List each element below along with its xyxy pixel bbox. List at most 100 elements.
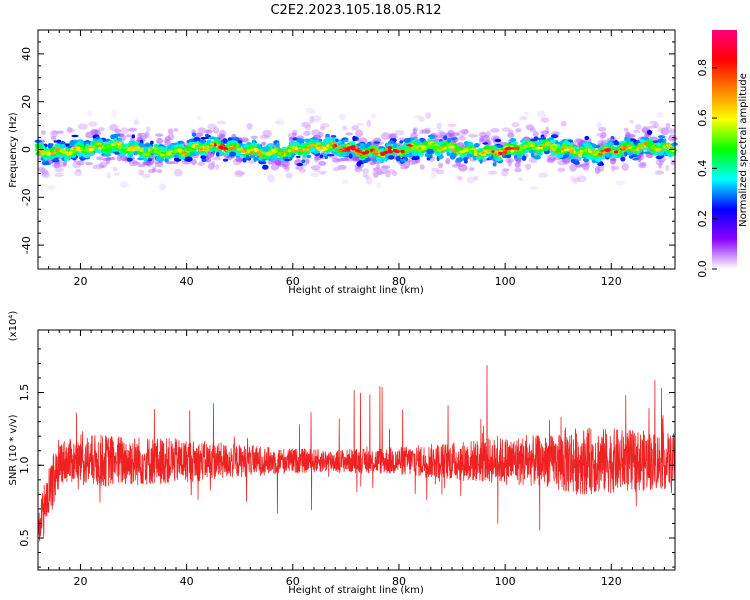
spectrogram-blob — [142, 161, 151, 166]
spectrogram-peak — [383, 151, 388, 155]
spectrogram-blob — [309, 115, 315, 124]
spectrogram-blob — [567, 146, 573, 149]
spectrogram-blob — [474, 152, 478, 156]
spectrogram-blob — [199, 139, 207, 144]
spectrogram-blob — [301, 121, 311, 128]
spectrogram-blob — [376, 182, 382, 189]
spectrogram-blob — [42, 159, 46, 163]
spectrogram-blob — [581, 162, 590, 170]
spectrogram-blob — [134, 146, 141, 151]
spectrogram-blob — [466, 153, 474, 157]
spectrogram-blob — [64, 156, 68, 162]
spectrogram-blob — [129, 140, 137, 146]
spectrogram-blob — [275, 119, 285, 126]
spectrogram-y-ticks: -40 -20 0 20 40 — [20, 29, 675, 270]
spectrogram-blob — [284, 158, 290, 162]
spectrogram-blob — [312, 139, 321, 143]
spectrogram-blob — [516, 146, 520, 151]
y-tick-label: 1.0 — [18, 457, 31, 475]
spectrogram-blob — [550, 134, 559, 139]
spectrogram-blob — [50, 143, 54, 147]
spectrogram-blob — [392, 143, 397, 148]
spectrogram-blob — [144, 144, 152, 147]
spectrogram-blob — [509, 137, 517, 143]
spectrogram-blob — [167, 128, 174, 135]
spectrogram-blob — [399, 140, 404, 144]
snr-x-label: Height of straight line (km) — [288, 585, 424, 596]
spectrogram-blob — [458, 164, 468, 172]
spectrogram-blob — [501, 170, 509, 177]
spectrogram-blob — [112, 166, 118, 172]
spectrogram-blob — [573, 178, 578, 185]
spectrogram-blob — [352, 135, 357, 142]
spectrogram-blob — [54, 172, 64, 178]
spectrogram-blob — [50, 154, 57, 157]
spectrogram-blob — [156, 169, 163, 174]
spectrogram-blob — [492, 162, 497, 167]
spectrogram-blob — [131, 148, 136, 152]
spectrogram-blob — [193, 132, 204, 137]
spectrogram-blob — [535, 146, 541, 150]
spectrogram-blob — [301, 159, 306, 164]
spectrogram-blob — [425, 153, 429, 158]
spectrogram-blob — [326, 154, 335, 157]
spectrogram-x-ticks: 20 40 60 80 100 120 — [37, 30, 676, 288]
spectrogram-blob — [288, 141, 295, 144]
y-tick-label: 0 — [20, 146, 33, 153]
spectrogram-blob — [306, 154, 312, 159]
spectrogram-blob — [343, 147, 346, 151]
spectrogram-blob — [569, 164, 577, 172]
spectrogram-blob — [54, 143, 62, 148]
spectrogram-blob — [511, 122, 520, 128]
spectrogram-blob — [620, 156, 626, 162]
spectrogram-x-label: Height of straight line (km) — [288, 285, 424, 296]
spectrogram-blob — [600, 156, 606, 160]
spectrogram-blob — [588, 150, 593, 153]
spectrogram-blob — [458, 136, 466, 141]
spectrogram-peak — [218, 145, 223, 149]
spectrogram-blob — [111, 109, 117, 118]
spectrogram-blob — [535, 142, 543, 145]
spectrogram-blob — [514, 161, 521, 168]
spectrogram-blob — [40, 149, 43, 153]
spectrogram-blob — [519, 115, 528, 121]
spectrogram-blob — [364, 144, 369, 149]
spectrogram-blob — [518, 177, 524, 181]
spectrogram-blob — [456, 142, 465, 148]
spectrogram-blob — [379, 141, 384, 145]
spectrogram-blob — [124, 147, 128, 151]
spectrogram-blob — [55, 147, 61, 151]
spectrogram-blob — [335, 138, 339, 143]
spectrogram-blob — [96, 156, 104, 161]
spectrogram-blob — [291, 132, 297, 137]
spectrogram-blob — [595, 157, 602, 163]
spectrogram-blob — [370, 155, 378, 158]
spectrogram-blob — [588, 144, 592, 149]
spectrogram-blob — [556, 154, 564, 159]
spectrogram-blob — [73, 147, 77, 150]
spectrogram-blob — [340, 152, 347, 158]
spectrogram-blob — [529, 185, 539, 190]
spectrogram-blob — [610, 164, 615, 172]
spectrogram-blob — [462, 152, 467, 157]
spectrogram-blob — [448, 145, 452, 149]
spectrogram-blob — [113, 141, 118, 145]
x-tick-label: 20 — [73, 575, 87, 588]
spectrogram-blob — [164, 135, 172, 142]
spectrogram-blob — [623, 127, 629, 132]
spectrogram-blob — [56, 130, 64, 134]
spectrogram-blob — [403, 160, 411, 169]
spectrogram-blob — [563, 148, 569, 152]
spectrogram-blob — [516, 154, 523, 159]
spectrogram-blob — [317, 170, 328, 174]
spectrogram-blob — [355, 122, 364, 127]
x-tick-label: 40 — [180, 575, 194, 588]
spectrogram-blob — [259, 134, 270, 139]
spectrogram-blob — [35, 144, 43, 150]
spectrogram-blob — [124, 143, 129, 148]
spectrogram-blob — [665, 122, 671, 130]
x-tick-label: 100 — [495, 275, 516, 288]
spectrogram-blob — [207, 123, 217, 130]
spectrogram-blob — [258, 146, 264, 150]
